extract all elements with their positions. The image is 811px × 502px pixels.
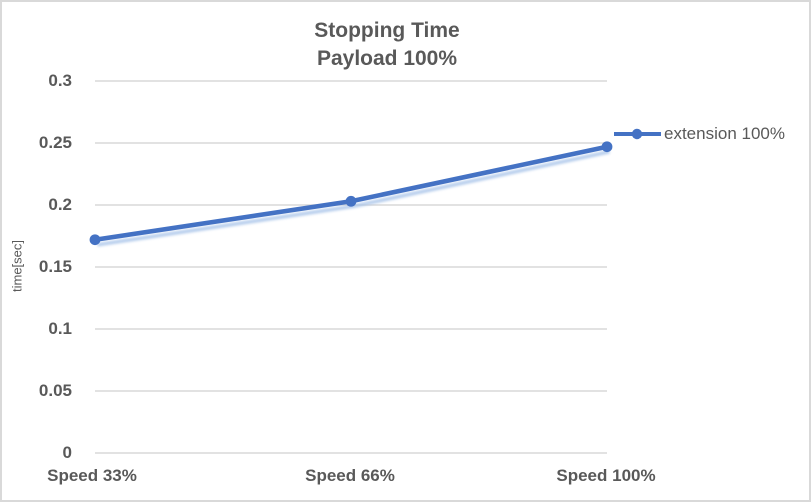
y-axis-tick-label: 0.25 bbox=[38, 133, 72, 152]
x-axis-tick-label: Speed 66% bbox=[305, 466, 395, 485]
legend-label: extension 100% bbox=[664, 124, 785, 143]
y-axis-tick-label: 0.05 bbox=[38, 381, 72, 400]
y-axis-tick-label: 0.2 bbox=[48, 195, 72, 214]
y-axis-tick-label: 0.15 bbox=[38, 257, 72, 276]
y-axis-tick-label: 0.3 bbox=[48, 71, 72, 90]
x-axis-tick-label: Speed 100% bbox=[556, 466, 656, 485]
chart-title-line2: Payload 100% bbox=[316, 47, 458, 70]
gridlines bbox=[95, 80, 607, 454]
chart-title-line1: Stopping Time bbox=[314, 19, 460, 42]
y-axis-tick-label: 0.1 bbox=[48, 319, 72, 338]
series-extension-100 bbox=[89, 141, 613, 247]
chart-title: Stopping Time Payload 100% bbox=[2, 17, 772, 73]
legend-marker-icon bbox=[614, 128, 661, 140]
x-axis-tick-label: Speed 33% bbox=[47, 466, 137, 485]
y-axis-tick-label: 0 bbox=[62, 443, 72, 462]
